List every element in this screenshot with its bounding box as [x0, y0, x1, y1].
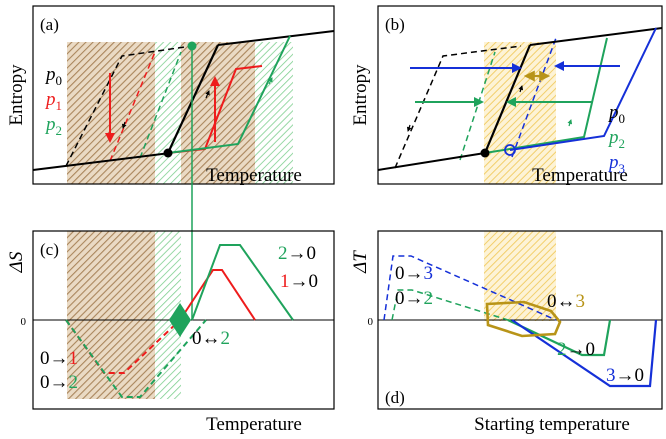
panel-d-ylabel: ΔT — [350, 250, 371, 274]
panel-b-ylabel: Entropy — [350, 64, 371, 126]
panel-d-xlabel: Starting temperature — [474, 414, 630, 435]
label-zero-to-two: 0→2 — [40, 372, 78, 393]
svg-text:0→2: 0→2 — [40, 372, 78, 393]
panel-b-legend: p0 p2 p3 — [607, 102, 625, 176]
label-one-to-zero: 1→0 — [280, 271, 318, 292]
p0-low-branch-b — [377, 152, 486, 171]
panel-c: (c) ΔS 0 Temperature 2→0 1→0 0→1 0→2 0↔2 — [6, 230, 335, 435]
panel-b-frame — [377, 5, 663, 185]
green-band-right — [255, 42, 293, 184]
curve-zero-to-two-d — [391, 289, 509, 321]
svg-text:0↔2: 0↔2 — [192, 328, 230, 349]
panel-a-xlabel: Temperature — [206, 165, 302, 186]
curve-two-to-zero — [191, 244, 294, 321]
curve-zero-to-three — [383, 255, 557, 321]
p0-high-branch — [217, 30, 335, 46]
blue-open-dot — [504, 144, 516, 156]
p0-high-branch-b — [529, 27, 663, 46]
diamond-marker — [169, 303, 191, 337]
label-zero-to-two-d: 0→2 — [395, 288, 433, 309]
svg-text:p0: p0 — [44, 64, 62, 88]
svg-text:p0: p0 — [607, 102, 625, 126]
svg-text:2→0: 2→0 — [278, 243, 316, 264]
svg-text:0→1: 0→1 — [40, 348, 78, 369]
panel-c-ylabel: ΔS — [6, 251, 27, 273]
svg-text:2→0: 2→0 — [557, 339, 595, 360]
panel-d-zero: 0 — [368, 316, 374, 328]
svg-text:p2: p2 — [607, 127, 625, 151]
panel-a-tag: (a) — [40, 15, 59, 34]
p0-dashed-curve — [65, 45, 193, 167]
svg-text:0→2: 0→2 — [395, 288, 433, 309]
p2-dashed-curve — [139, 51, 182, 159]
green-band-lower — [155, 231, 181, 321]
label-zero-bi-two: 0↔2 — [192, 328, 230, 349]
curve-two-to-zero-d — [507, 319, 612, 357]
panel-a-ylabel: Entropy — [6, 64, 27, 126]
p0-low-branch — [32, 152, 171, 171]
panel-b-tag: (b) — [385, 15, 405, 34]
panel-d-tag: (d) — [385, 388, 405, 407]
svg-text:3→0: 3→0 — [606, 365, 644, 386]
svg-text:p3: p3 — [607, 152, 625, 176]
panel-a-legend: p0 p1 p2 — [44, 64, 62, 138]
black-dot — [163, 148, 173, 158]
p2-dashed-curve-b — [459, 51, 496, 161]
label-zero-to-one: 0→1 — [40, 348, 78, 369]
olive-hexagon — [485, 300, 562, 338]
curve-zero-to-two — [65, 319, 207, 398]
panel-c-tag: (c) — [40, 240, 59, 259]
label-two-to-zero: 2→0 — [278, 243, 316, 264]
svg-text:1→0: 1→0 — [280, 271, 318, 292]
p3-curve-b — [509, 27, 657, 151]
panel-c-zero: 0 — [21, 316, 27, 328]
white-gap — [59, 184, 314, 231]
svg-text:p1: p1 — [44, 89, 62, 113]
panel-a-frame — [32, 5, 335, 185]
panel-b: (b) Entropy Temperature p0 p2 p3 — [350, 5, 663, 186]
svg-text:0↔3: 0↔3 — [547, 291, 585, 312]
panel-b-xlabel: Temperature — [532, 165, 628, 186]
label-zero-bi-three: 0↔3 — [547, 291, 585, 312]
entropy-change-bands — [59, 42, 314, 399]
panel-c-xlabel: Temperature — [206, 414, 302, 435]
label-three-to-zero: 3→0 — [606, 365, 644, 386]
curve-one-to-zero — [179, 269, 256, 321]
p3-dashed-curve-b — [511, 37, 557, 158]
green-dot — [187, 41, 197, 51]
label-two-to-zero-d: 2→0 — [557, 339, 595, 360]
p0-transition — [167, 44, 219, 154]
curve-three-to-zero — [511, 319, 658, 388]
label-zero-to-three: 0→3 — [395, 263, 433, 284]
panel-d: (d) ΔT 0 Starting temperature 0→3 0→2 0↔… — [350, 230, 663, 435]
black-dot-b — [480, 148, 490, 158]
svg-text:p2: p2 — [44, 114, 62, 138]
svg-text:0→3: 0→3 — [395, 263, 433, 284]
p2-curve-b — [484, 37, 608, 154]
